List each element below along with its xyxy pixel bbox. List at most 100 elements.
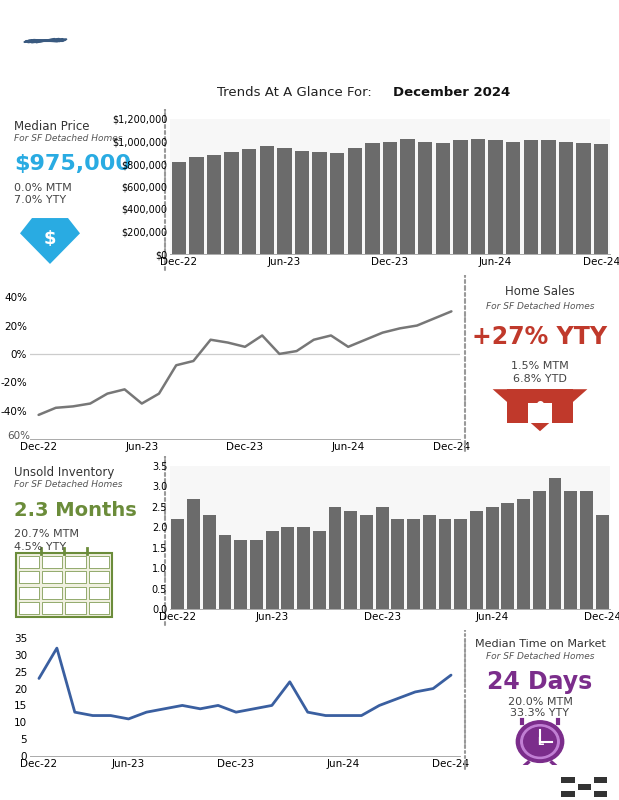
FancyBboxPatch shape xyxy=(11,12,80,72)
Text: 20.7% MTM: 20.7% MTM xyxy=(14,529,79,538)
Bar xyxy=(565,490,577,609)
Text: Unsold Inventory: Unsold Inventory xyxy=(14,466,115,479)
Bar xyxy=(559,142,573,254)
Bar xyxy=(501,502,514,609)
Text: For SF Detached Homes: For SF Detached Homes xyxy=(486,652,594,661)
Text: San Diego County Market Update: San Diego County Market Update xyxy=(89,46,401,65)
Bar xyxy=(266,531,279,609)
FancyBboxPatch shape xyxy=(42,571,63,583)
Bar xyxy=(348,148,362,254)
Bar xyxy=(383,142,397,254)
Bar xyxy=(365,143,379,254)
FancyBboxPatch shape xyxy=(528,402,552,423)
Text: 525 S. Virgil Ave., Los Angeles, CA 90020  |  213-739-8200  |  www.car.org/marke: 525 S. Virgil Ave., Los Angeles, CA 9002… xyxy=(48,782,497,791)
FancyBboxPatch shape xyxy=(89,556,109,568)
FancyBboxPatch shape xyxy=(557,774,613,798)
Bar xyxy=(330,154,344,254)
FancyBboxPatch shape xyxy=(89,571,109,583)
Bar xyxy=(438,519,451,609)
Bar xyxy=(471,139,485,254)
FancyBboxPatch shape xyxy=(42,556,63,568)
FancyBboxPatch shape xyxy=(594,777,607,782)
Circle shape xyxy=(524,727,556,756)
FancyBboxPatch shape xyxy=(66,602,85,614)
Bar xyxy=(548,478,561,609)
FancyBboxPatch shape xyxy=(16,553,112,617)
FancyBboxPatch shape xyxy=(561,777,575,782)
Text: 1.5% MTM: 1.5% MTM xyxy=(511,361,569,370)
Polygon shape xyxy=(493,390,587,431)
Text: For SF Detached Homes: For SF Detached Homes xyxy=(14,480,123,490)
Bar xyxy=(313,531,326,609)
Text: CALIFORNIA ASSOCIATION OF REALTORS® Research & Economics: CALIFORNIA ASSOCIATION OF REALTORS® Rese… xyxy=(89,22,456,32)
Bar xyxy=(576,142,591,254)
FancyBboxPatch shape xyxy=(42,602,63,614)
Bar xyxy=(234,539,247,609)
FancyBboxPatch shape xyxy=(89,586,109,598)
Text: 7.0% YTY: 7.0% YTY xyxy=(14,195,66,205)
Bar xyxy=(580,490,593,609)
Text: 6.8% YTD: 6.8% YTD xyxy=(513,374,567,384)
Text: 20.0% MTM: 20.0% MTM xyxy=(508,698,573,707)
FancyBboxPatch shape xyxy=(89,602,109,614)
Bar xyxy=(400,139,415,254)
FancyBboxPatch shape xyxy=(561,791,575,798)
Text: $: $ xyxy=(44,230,56,249)
FancyBboxPatch shape xyxy=(19,602,39,614)
Text: +27% YTY: +27% YTY xyxy=(472,326,608,350)
Bar xyxy=(282,527,294,609)
Bar xyxy=(594,144,608,254)
Text: 24 Days: 24 Days xyxy=(487,670,592,694)
Bar xyxy=(595,515,608,609)
Bar xyxy=(533,490,546,609)
Bar xyxy=(517,498,530,609)
Bar xyxy=(187,498,200,609)
Bar xyxy=(506,142,521,254)
Text: Home Sales: Home Sales xyxy=(505,285,575,298)
Bar xyxy=(344,511,357,609)
Text: December 2024: December 2024 xyxy=(393,86,510,98)
FancyBboxPatch shape xyxy=(19,571,39,583)
Bar xyxy=(224,152,239,254)
Text: 0.0% MTM: 0.0% MTM xyxy=(14,183,72,193)
Bar xyxy=(391,519,404,609)
Bar xyxy=(541,140,556,254)
Bar xyxy=(360,515,373,609)
FancyBboxPatch shape xyxy=(66,556,85,568)
Bar xyxy=(407,519,420,609)
Bar xyxy=(470,511,483,609)
Bar xyxy=(488,140,503,254)
Polygon shape xyxy=(508,390,573,423)
Bar xyxy=(259,146,274,254)
Circle shape xyxy=(516,721,564,762)
Text: For SF Detached Homes: For SF Detached Homes xyxy=(486,302,594,311)
Text: Median Time on Market: Median Time on Market xyxy=(475,639,605,649)
Text: 2.3 Months: 2.3 Months xyxy=(14,502,137,520)
Bar xyxy=(313,152,327,254)
FancyBboxPatch shape xyxy=(19,556,39,568)
Text: Median Price: Median Price xyxy=(14,120,90,133)
Bar xyxy=(329,507,342,609)
Bar xyxy=(453,140,467,254)
Text: L: L xyxy=(537,737,543,746)
Bar xyxy=(250,539,263,609)
FancyBboxPatch shape xyxy=(594,791,607,798)
Bar xyxy=(297,527,310,609)
Bar xyxy=(277,148,292,254)
FancyBboxPatch shape xyxy=(66,571,85,583)
Polygon shape xyxy=(20,218,80,264)
Bar xyxy=(295,150,310,254)
Bar xyxy=(418,142,433,254)
Bar xyxy=(171,519,184,609)
Text: 60%: 60% xyxy=(7,431,30,441)
Bar xyxy=(486,507,498,609)
Bar xyxy=(454,519,467,609)
Bar xyxy=(436,142,450,254)
Bar xyxy=(203,515,216,609)
Text: Trends At A Glance For:: Trends At A Glance For: xyxy=(217,86,376,98)
Bar xyxy=(524,140,538,254)
FancyBboxPatch shape xyxy=(42,586,63,598)
FancyBboxPatch shape xyxy=(578,784,591,790)
Circle shape xyxy=(521,725,559,758)
Bar xyxy=(423,515,436,609)
